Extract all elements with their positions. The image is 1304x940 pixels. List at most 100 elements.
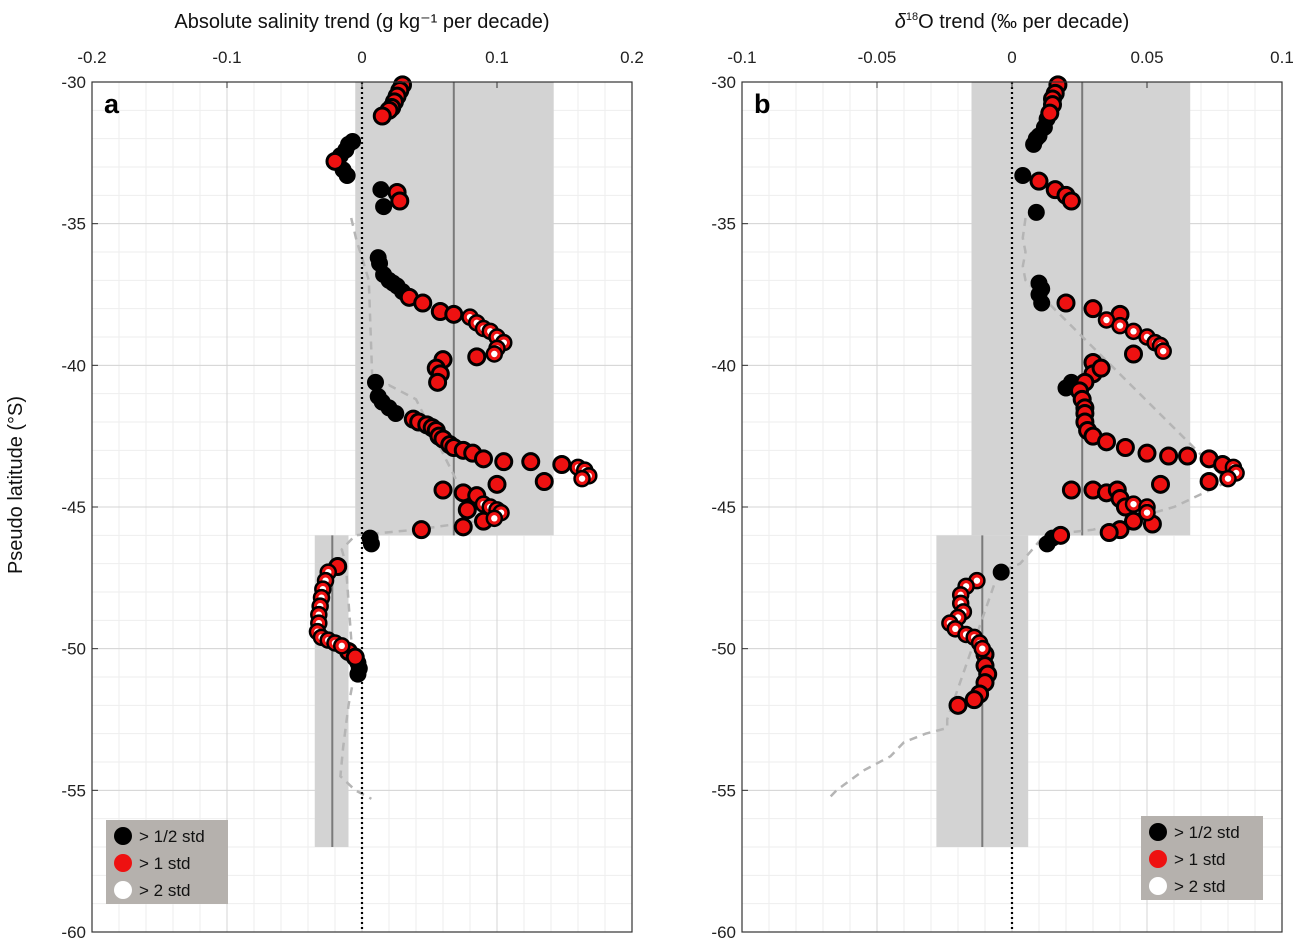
marker-two-std-core (1224, 475, 1232, 482)
marker-two-std-core (578, 475, 586, 482)
marker-half-std (372, 181, 390, 199)
marker-one-std (390, 191, 410, 211)
x-tick-label: 0 (1007, 48, 1016, 67)
marker-half-std (1025, 135, 1043, 153)
marker-one-std (964, 690, 984, 710)
y-tick-label: -55 (61, 781, 86, 800)
marker-two-std-core (952, 625, 959, 633)
marker-half-std (338, 167, 356, 184)
panel-a-salinity: -0.2 -0.1 0 0.1 0.2 -30 -35 -40 -45 -50 -55 -60 a Abs… (61, 11, 643, 940)
marker-one-std (1159, 446, 1179, 466)
marker-half-std (992, 563, 1010, 581)
marker-half-std (387, 405, 405, 422)
x-tick-label: -0.1 (212, 48, 241, 67)
marker-two-std-core (491, 350, 498, 358)
marker-half-std (362, 535, 380, 553)
y-tick-label: -50 (711, 640, 736, 659)
x-tick-label: -0.2 (77, 48, 106, 67)
marker-two-std-core (491, 515, 498, 522)
legend-label: > 2 std (1174, 877, 1226, 896)
y-tick-label: -35 (711, 215, 736, 234)
legend-label: > 1 std (139, 854, 191, 873)
marker-two-std-core (1143, 509, 1151, 516)
marker-half-std (367, 373, 384, 391)
marker-one-std (1091, 358, 1111, 378)
background-trend-dashed (339, 217, 479, 800)
marker-one-std (1083, 299, 1103, 319)
y-tick-label: -45 (711, 498, 736, 517)
x-tick-label: 0 (357, 48, 366, 67)
legend-marker (1149, 877, 1167, 895)
marker-one-std (1097, 432, 1116, 452)
marker-half-std (1027, 203, 1045, 221)
marker-one-std (552, 455, 572, 474)
marker-half-std (349, 665, 367, 683)
y-tick-label: -55 (711, 781, 736, 800)
marker-one-std (1137, 443, 1157, 463)
x-axis-title-superscript: 18 (906, 11, 918, 23)
y-tick-label: -60 (711, 923, 736, 940)
x-tick-label: 0.1 (485, 48, 509, 67)
x-axis-title: δ18O trend (‰ per decade) (895, 11, 1130, 33)
marker-two-std-core (338, 642, 345, 650)
y-tick-label: -40 (61, 356, 86, 375)
y-tick-label: -35 (61, 215, 86, 234)
legend-label: > 2 std (139, 881, 191, 900)
y-tick-label: -50 (61, 640, 86, 659)
legend-marker (114, 881, 132, 899)
marker-one-std (413, 293, 433, 313)
marker-one-std (1115, 438, 1135, 457)
legend-marker (114, 827, 132, 845)
marker-one-std (433, 480, 453, 500)
x-axis-title: Absolute salinity trend (g kg⁻¹ per deca… (174, 11, 549, 33)
marker-one-std (1099, 523, 1119, 542)
x-tick-label: -0.05 (858, 48, 897, 67)
y-tick-label: -45 (61, 498, 86, 517)
x-tick-label: 0.05 (1130, 48, 1163, 67)
marker-one-std (494, 452, 514, 472)
x-axis-title-delta: δ (895, 11, 907, 33)
marker-one-std (1056, 293, 1076, 313)
marker-one-std (372, 106, 392, 126)
marker-one-std (325, 151, 345, 171)
marker-one-std (1040, 103, 1060, 123)
marker-one-std (1051, 525, 1071, 545)
marker-one-std (1124, 511, 1143, 531)
legend: > 1/2 std > 1 std > 2 std (106, 820, 228, 904)
marker-one-std (534, 472, 554, 491)
x-tick-label: 0.1 (1270, 48, 1294, 67)
y-axis-title: Pseudo latitude (°S) (5, 396, 27, 574)
marker-one-std (428, 372, 448, 392)
marker-one-std (521, 452, 541, 472)
marker-one-std (1124, 344, 1143, 364)
marker-two-std-core (1160, 347, 1167, 355)
marker-two-std-core (1103, 316, 1110, 324)
y-tick-label: -30 (711, 73, 736, 92)
x-axis-title-text: O trend (‰ per decade) (918, 11, 1129, 33)
legend-marker (1149, 850, 1167, 868)
marker-half-std (1033, 294, 1051, 312)
marker-two-std-core (1130, 328, 1137, 335)
marker-one-std (345, 647, 365, 667)
marker-one-std (457, 500, 477, 520)
panel-letter: b (754, 89, 771, 119)
y-tick-label: -60 (61, 923, 86, 940)
x-tick-label: 0.2 (620, 48, 644, 67)
y-tick-label: -40 (711, 356, 736, 375)
marker-one-std (1061, 480, 1081, 500)
uncertainty-band (971, 82, 1191, 536)
marker-half-std (1014, 167, 1032, 184)
x-tick-label: -0.1 (727, 48, 756, 67)
marker-one-std (444, 304, 464, 324)
marker-one-std (1178, 446, 1197, 466)
marker-one-std (474, 449, 493, 469)
marker-two-std-core (1130, 500, 1137, 508)
marker-one-std (411, 520, 431, 540)
marker-one-std (487, 474, 507, 494)
marker-one-std (1151, 474, 1170, 494)
marker-two-std-core (979, 645, 986, 652)
marker-two-std-core (1116, 322, 1124, 329)
marker-one-std (467, 347, 487, 367)
legend: > 1/2 std > 1 std > 2 std (1141, 816, 1263, 900)
